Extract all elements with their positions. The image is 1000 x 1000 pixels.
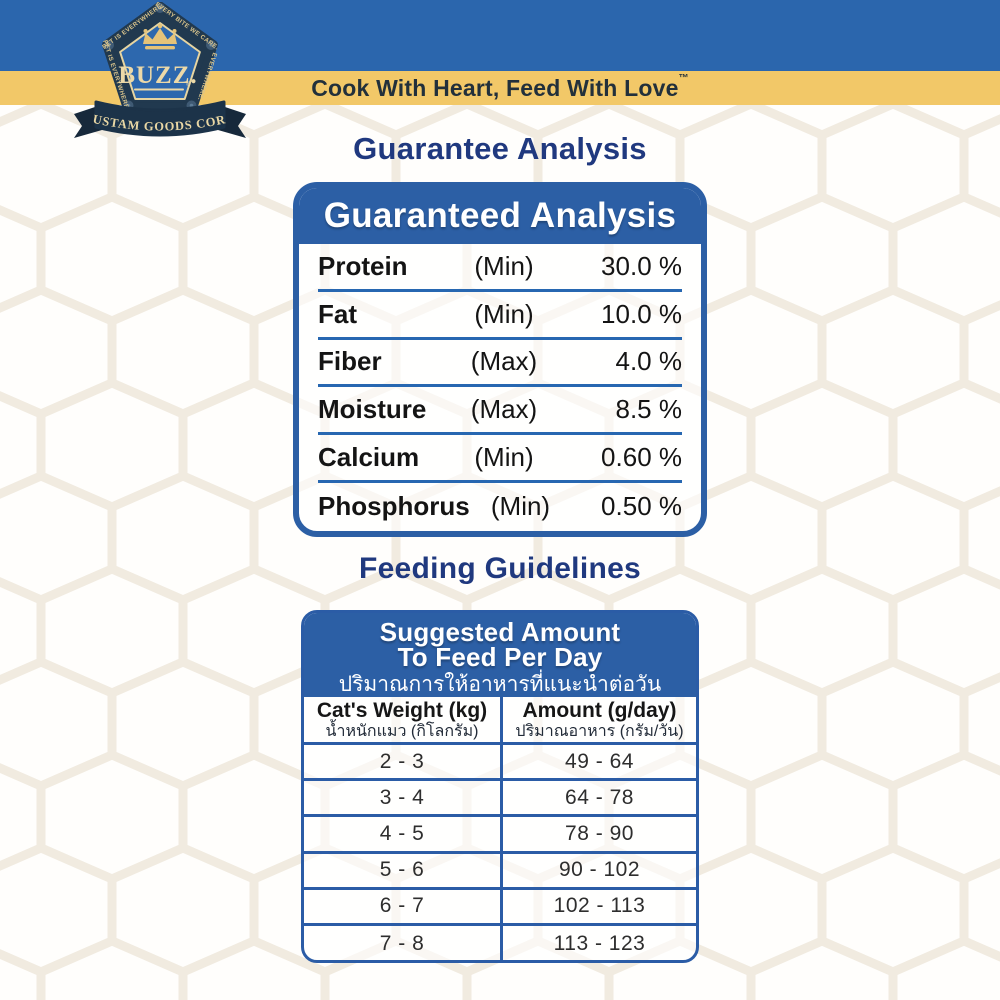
nutrient-name: Moisture: [318, 394, 427, 425]
nutrient-name: Fiber: [318, 346, 382, 377]
table-row: 6 - 7 102 - 113: [304, 889, 696, 926]
nutrient-limit: (Max): [470, 394, 538, 425]
table-row: 3 - 4 64 - 78: [304, 781, 696, 818]
amount-cell: 49 - 64: [500, 745, 696, 782]
nutrient-name: Phosphorus: [318, 491, 470, 522]
registered-mark: ®: [186, 81, 191, 88]
nutrient-name: Calcium: [318, 442, 420, 473]
nutrient-name: Fat: [318, 298, 357, 329]
crown-icon: [143, 23, 177, 50]
brand-badge: PET IS EVERYWHERE. EVERY BITE WE CARE. P…: [70, 2, 246, 138]
column-header-weight-en: Cat's Weight (kg): [316, 698, 488, 722]
feeding-table-title: Suggested Amount To Feed Per Day ปริมาณก…: [304, 613, 696, 697]
column-header-weight-th: น้ำหนักแมว (กิโลกรัม): [325, 722, 479, 740]
table-row: 2 - 3 49 - 64: [304, 745, 696, 782]
weight-cell: 7 - 8: [379, 932, 425, 956]
table-row: Calcium (Min) 0.60 %: [318, 435, 682, 483]
nutrient-limit: (Min): [474, 442, 534, 473]
table-row: 4 - 5 78 - 90: [304, 817, 696, 854]
weight-cell: 6 - 7: [304, 890, 500, 926]
guarantee-analysis-heading: Guarantee Analysis: [353, 131, 647, 166]
feeding-title-thai: ปริมาณการให้อาหารที่แนะนำต่อวัน: [338, 673, 662, 696]
table-row: Protein (Min) 30.0 %: [318, 244, 682, 292]
nutrient-limit: (Max): [470, 346, 538, 377]
table-row: Fiber (Max) 4.0 %: [318, 340, 682, 388]
amount-cell: 64 - 78: [500, 781, 696, 818]
nutrient-value: 0.60 %: [601, 442, 682, 473]
nutrient-value: 8.5 %: [615, 394, 683, 425]
feeding-column-headers: Cat's Weight (kg) น้ำหนักแมว (กิโลกรัม) …: [304, 697, 696, 745]
amount-cell: 113 - 123: [500, 925, 696, 960]
table-row: Phosphorus (Min) 0.50 %: [318, 483, 682, 531]
guaranteed-analysis-title: Guaranteed Analysis: [299, 188, 701, 244]
guaranteed-analysis-table: Guaranteed Analysis Protein (Min) 30.0 %…: [293, 182, 707, 537]
brand-underline: [134, 88, 184, 91]
brand-slogan: Cook With Heart, Feed With Love™: [311, 72, 689, 102]
column-header-amount-en: Amount (g/day): [522, 698, 677, 722]
column-header-amount-th: ปริมาณอาหาร (กรัม/วัน): [515, 722, 684, 740]
nutrient-limit: (Min): [490, 491, 551, 522]
table-row: Fat (Min) 10.0 %: [318, 292, 682, 340]
nutrient-value: 30.0 %: [601, 250, 682, 281]
amount-cell: 78 - 90: [500, 817, 696, 854]
amount-cell: 102 - 113: [500, 889, 696, 926]
nutrient-limit: (Min): [474, 298, 534, 329]
feeding-title-line2: To Feed Per Day: [397, 642, 603, 672]
nutrient-value: 0.50 %: [601, 491, 682, 522]
nutrient-value: 10.0 %: [601, 298, 682, 329]
badge-pentagon: [102, 2, 218, 112]
column-header-weight: Cat's Weight (kg) น้ำหนักแมว (กิโลกรัม): [304, 697, 500, 745]
brand-name-group: BUZZ. ®: [118, 62, 197, 91]
feeding-table: Suggested Amount To Feed Per Day ปริมาณก…: [301, 610, 699, 963]
weight-cell: 4 - 5: [304, 817, 500, 854]
nutrient-name: Protein: [318, 250, 408, 281]
table-row: 5 - 6 90 - 102: [304, 853, 696, 890]
column-header-amount: Amount (g/day) ปริมาณอาหาร (กรัม/วัน): [500, 697, 696, 745]
weight-cell: 3 - 4: [304, 781, 500, 818]
slogan-text: Cook With Heart, Feed With Love: [311, 74, 679, 101]
nutrient-limit: (Min): [474, 250, 534, 281]
table-row: 7 - 8 113 - 123: [304, 925, 696, 960]
weight-cell: 5 - 6: [304, 854, 500, 890]
feeding-title-line1: Suggested Amount: [379, 617, 621, 647]
weight-cell: 2 - 3: [304, 745, 500, 782]
amount-cell: 90 - 102: [500, 853, 696, 890]
table-row: Moisture (Max) 8.5 %: [318, 387, 683, 436]
feeding-guidelines-heading: Feeding Guidelines: [358, 552, 642, 585]
guaranteed-analysis-body: Protein (Min) 30.0 % Fat (Min) 10.0 % Fi…: [299, 244, 701, 531]
nutrient-value: 4.0 %: [615, 346, 683, 377]
trademark-symbol: ™: [678, 72, 689, 84]
brand-name: BUZZ.: [118, 62, 197, 89]
